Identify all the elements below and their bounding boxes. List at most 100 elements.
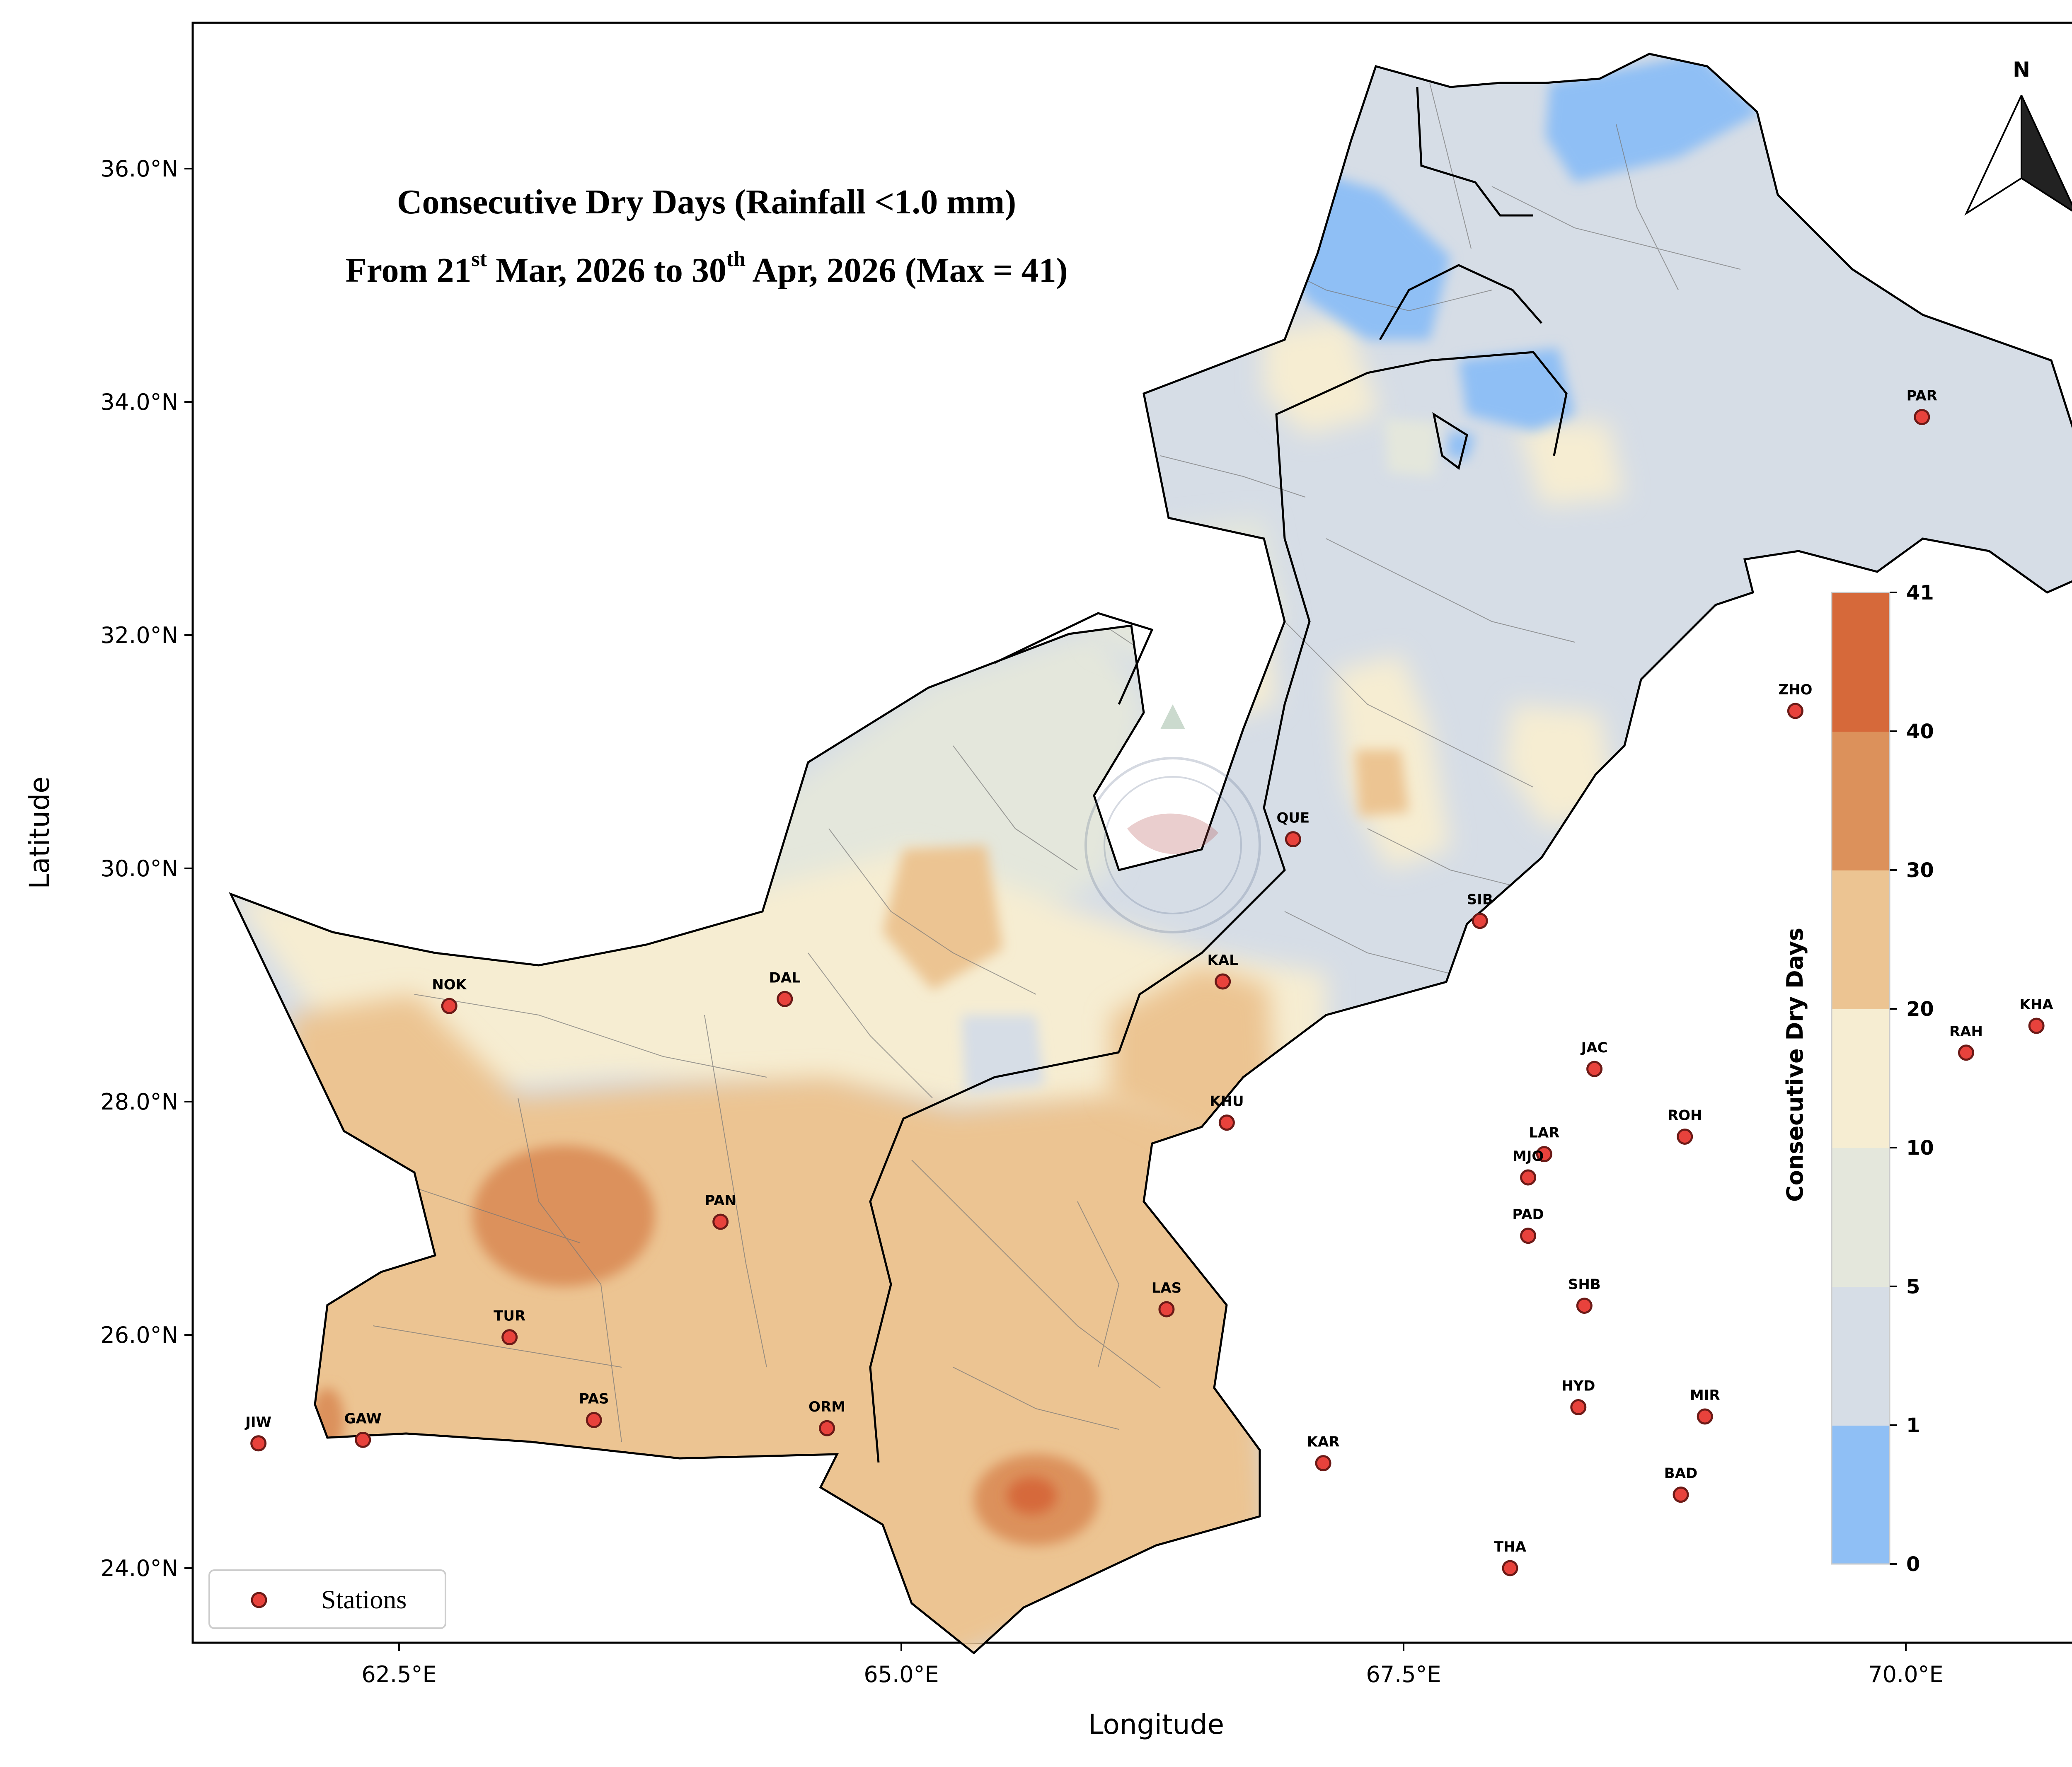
- station-marker: [586, 1412, 602, 1428]
- station-label: JIW: [244, 1414, 271, 1431]
- y-tick-label: 34.0°N: [100, 389, 178, 415]
- colorbar-band: [1832, 1148, 1890, 1287]
- station-marker: [1520, 1169, 1537, 1186]
- y-tick-label: 36.0°N: [100, 156, 178, 182]
- station-marker: [1315, 1455, 1331, 1472]
- title-line-2: From 21st Mar, 2026 to 30th Apr, 2026 (M…: [345, 247, 1067, 290]
- y-tick-label: 26.0°N: [100, 1322, 178, 1348]
- station-marker: [1158, 1301, 1175, 1317]
- station-label: THA: [1494, 1539, 1527, 1555]
- station-marker: [1472, 913, 1488, 929]
- station-label: PAD: [1512, 1206, 1544, 1223]
- colorbar-tick-label: 30: [1906, 859, 1934, 882]
- station-label: KAR: [1307, 1434, 1340, 1450]
- station-marker: [1520, 1228, 1537, 1244]
- station-label: KAL: [1208, 952, 1238, 969]
- y-tick-label: 30.0°N: [100, 856, 178, 882]
- station-label: PAN: [704, 1192, 736, 1209]
- station-label: ROH: [1668, 1107, 1702, 1124]
- station-label: MIR: [1690, 1387, 1720, 1404]
- x-tick-label: 67.5°E: [1366, 1661, 1441, 1687]
- station-marker: [1502, 1560, 1518, 1576]
- station-label: LAS: [1152, 1280, 1181, 1296]
- colorbar-tick-label: 0: [1906, 1553, 1920, 1576]
- colorbar-band: [1832, 592, 1890, 732]
- station-label: ZHO: [1778, 682, 1812, 698]
- station-label: JAC: [1581, 1039, 1608, 1056]
- station-marker: [1914, 409, 1930, 425]
- colorbar-label: Consecutive Dry Days: [1782, 928, 1808, 1202]
- station-marker: [441, 998, 457, 1014]
- north-arrow: N: [1964, 58, 2072, 216]
- station-label: PAS: [579, 1390, 609, 1407]
- station-marker: [1218, 1114, 1235, 1131]
- station-label: ORM: [808, 1399, 845, 1415]
- station-marker: [1673, 1487, 1689, 1503]
- colorbar-tick-label: 10: [1906, 1136, 1934, 1160]
- station-label: SHB: [1568, 1276, 1601, 1293]
- colorbar-tick-label: 20: [1906, 998, 1934, 1021]
- x-axis: 62.5°E65.0°E67.5°E70.0°E72.5°E75.0°E77.5…: [361, 1643, 1944, 1687]
- station-marker: [501, 1329, 518, 1346]
- x-tick-label: 70.0°E: [1868, 1661, 1943, 1687]
- colorbar-band: [1832, 1286, 1890, 1426]
- colorbar-band: [1832, 870, 1890, 1009]
- station-marker: [355, 1431, 371, 1448]
- station-marker: [1285, 831, 1301, 848]
- station-label: MJO: [1513, 1148, 1544, 1165]
- colorbar-band: [1832, 1009, 1890, 1148]
- station-marker: [2028, 1018, 2045, 1034]
- legend: Stations: [208, 1569, 446, 1629]
- station-label: QUE: [1276, 810, 1310, 827]
- colorbar-tick-label: 41: [1906, 581, 1934, 604]
- colorbar-band: [1832, 1425, 1890, 1564]
- y-tick-label: 32.0°N: [100, 622, 178, 648]
- station-label: DAL: [769, 969, 801, 986]
- x-tick-label: 65.0°E: [864, 1661, 939, 1687]
- station-marker: [250, 1435, 267, 1452]
- legend-station-marker: [251, 1592, 267, 1608]
- station-marker: [1787, 703, 1803, 719]
- station-label: BAD: [1664, 1465, 1697, 1482]
- colorbar-tick-label: 1: [1906, 1414, 1920, 1437]
- station-marker: [1586, 1061, 1603, 1077]
- station-label: TUR: [494, 1308, 525, 1325]
- colorbar-band: [1832, 731, 1890, 870]
- colorbar: 0 1 5 10 20 30 40 41: [1831, 581, 1934, 1576]
- title-line-1: Consecutive Dry Days (Rainfall <1.0 mm): [397, 183, 1016, 221]
- station-marker: [1536, 1146, 1552, 1163]
- station-marker: [1576, 1298, 1593, 1314]
- station-marker: [819, 1420, 835, 1436]
- station-marker: [1677, 1128, 1693, 1145]
- station-label: RAH: [1949, 1023, 1983, 1040]
- station-marker: [712, 1213, 729, 1230]
- x-tick-label: 62.5°E: [361, 1661, 436, 1687]
- y-axis-label: Latitude: [24, 776, 56, 889]
- north-arrow-label: N: [2013, 58, 2030, 82]
- station-label: LAR: [1529, 1125, 1559, 1141]
- station-label: HYD: [1561, 1378, 1595, 1395]
- station-marker: [777, 991, 793, 1007]
- country-outline: [229, 53, 2072, 1655]
- y-tick-label: 24.0°N: [100, 1555, 178, 1581]
- y-tick-label: 28.0°N: [100, 1089, 178, 1115]
- colorbar-tick-label: 40: [1906, 720, 1934, 743]
- station-label: NOK: [432, 977, 467, 993]
- pmd-watermark-emblem: [1084, 704, 1261, 933]
- station-label: KHU: [1210, 1093, 1244, 1110]
- station-marker: [1958, 1044, 1974, 1061]
- legend-box: [208, 1569, 446, 1629]
- station-label: KHA: [2020, 996, 2054, 1013]
- station-marker: [1570, 1399, 1587, 1416]
- legend-label: Stations: [321, 1585, 407, 1614]
- station-label: GAW: [344, 1410, 382, 1427]
- province-boundaries: [869, 87, 1568, 1463]
- colorbar-frame: [1831, 592, 1890, 1565]
- x-axis-label: Longitude: [1088, 1709, 1224, 1740]
- y-axis: 24.0°N 26.0°N 28.0°N 30.0°N 32.0°N 34.0°N 36.0…: [100, 156, 193, 1581]
- station-label: PAR: [1907, 388, 1937, 404]
- map-title: Consecutive Dry Days (Rainfall <1.0 mm) …: [345, 183, 1067, 290]
- station-marker: [1215, 973, 1231, 990]
- station-label: SIB: [1467, 892, 1493, 908]
